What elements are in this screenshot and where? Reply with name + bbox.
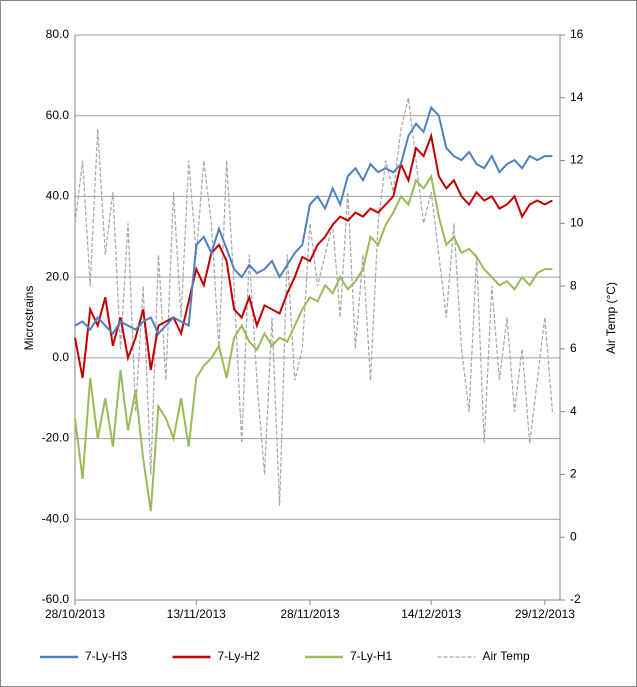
legend-label: 7-Ly-H1 <box>350 649 393 663</box>
x-tick-label: 14/12/2013 <box>401 607 461 621</box>
legend-label: 7-Ly-H2 <box>218 649 261 663</box>
x-tick-label: 29/12/2013 <box>515 607 575 621</box>
series-line <box>74 132 553 379</box>
series-line <box>74 173 553 512</box>
y2-tick-label: 6 <box>570 341 577 355</box>
y2-tick-label: 12 <box>570 153 584 167</box>
legend-label: Air Temp <box>483 649 530 663</box>
y-tick-label: -60.0 <box>42 592 70 606</box>
series-line <box>74 105 553 336</box>
y2-tick-label: 4 <box>570 404 577 418</box>
y-tick-label: 80.0 <box>46 27 70 41</box>
y-axis-title: Microstrains <box>22 286 36 351</box>
y2-tick-label: 14 <box>570 90 584 104</box>
y2-tick-label: 0 <box>570 529 577 543</box>
y2-tick-label: 10 <box>570 216 584 230</box>
y-tick-label: -40.0 <box>42 511 70 525</box>
y2-tick-label: -2 <box>570 592 581 606</box>
y-tick-label: 60.0 <box>46 108 70 122</box>
x-tick-label: 28/10/2013 <box>45 607 105 621</box>
y-tick-label: 40.0 <box>46 189 70 203</box>
y-tick-label: 0.0 <box>52 350 69 364</box>
y-tick-label: -20.0 <box>42 431 70 445</box>
y2-tick-label: 2 <box>570 467 577 481</box>
legend-label: 7-Ly-H3 <box>85 649 128 663</box>
y-tick-label: 20.0 <box>46 269 70 283</box>
y2-axis-title: Air Temp (°C) <box>604 282 618 354</box>
x-tick-label: 13/11/2013 <box>167 607 226 621</box>
x-tick-label: 28/11/2013 <box>280 607 339 621</box>
y2-tick-label: 16 <box>570 27 584 41</box>
y2-tick-label: 8 <box>570 278 577 292</box>
